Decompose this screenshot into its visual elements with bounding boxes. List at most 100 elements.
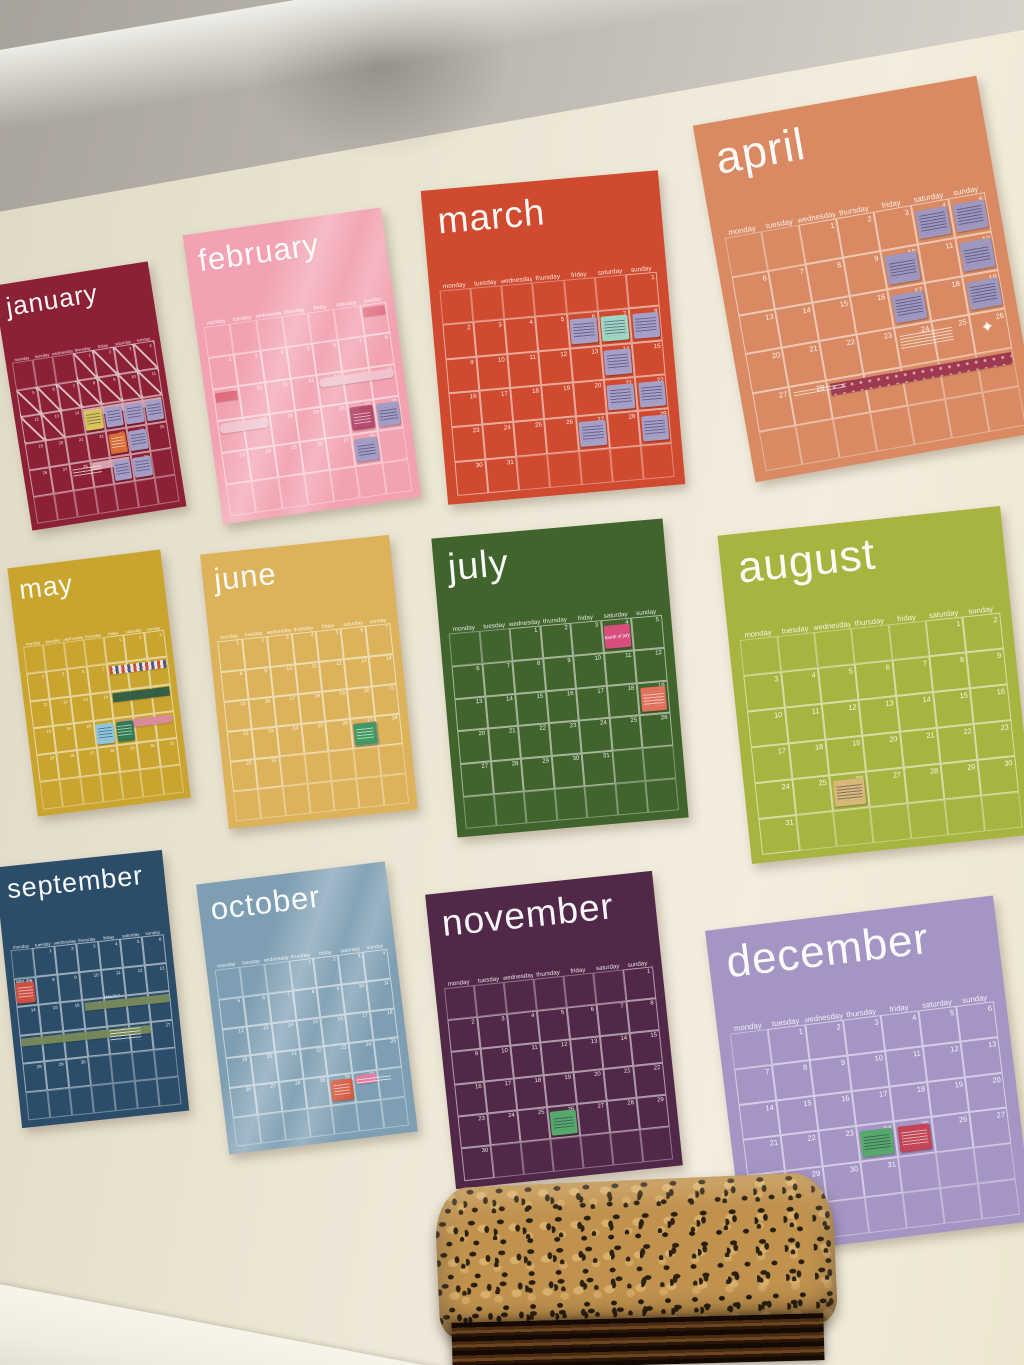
day-number: 2 (992, 614, 998, 625)
day-number: 29 (58, 1061, 64, 1068)
day-cell: 18 (513, 1075, 548, 1111)
day-number: 24 (599, 720, 608, 727)
day-number: 12 (238, 1028, 245, 1035)
day-cell: 19 (825, 735, 867, 776)
sticky-note (631, 311, 661, 339)
day-cell (263, 961, 293, 994)
day-cell: 20 (249, 1052, 279, 1085)
calendar-grid: monday tuesday wednesday thursday friday satu… (216, 611, 410, 822)
day-cell: 11 (784, 703, 826, 744)
day-number: 30 (80, 1059, 86, 1065)
day-number: 8 (92, 379, 96, 385)
day-cell: 24 (349, 1040, 378, 1073)
day-number: 30 (849, 1164, 859, 1175)
day-number: 30 (475, 461, 483, 469)
day-number: 7 (620, 1003, 625, 1011)
day-cell (156, 1076, 182, 1107)
day-number: 4 (529, 319, 534, 327)
day-number: 26 (994, 311, 1005, 322)
day-cell: 25 (373, 1037, 403, 1070)
handwritten-scribble (962, 243, 992, 266)
day-cell (580, 1133, 614, 1169)
day-cell: 4 (507, 1010, 541, 1047)
day-cell: 1 (509, 625, 543, 661)
sticky-note (640, 414, 670, 442)
day-number: 10 (256, 385, 263, 392)
day-cell: 24 (275, 723, 304, 757)
sticky-note (965, 276, 1003, 311)
day-number: 24 (365, 1042, 372, 1049)
day-number: 1 (118, 637, 122, 643)
handwritten-scribble (110, 436, 127, 451)
day-cell: 4 (880, 1010, 923, 1051)
day-cell: 17 (751, 743, 793, 783)
day-number: 20 (338, 405, 346, 413)
day-number: 16 (840, 1093, 850, 1104)
day-cell: 30 (453, 459, 489, 497)
day-cell: 15 (223, 699, 252, 732)
day-cell: 25 (609, 715, 643, 751)
day-cell (463, 793, 497, 830)
day-number: 9 (73, 974, 77, 980)
day-number: 10 (358, 983, 365, 990)
day-cell (814, 628, 855, 668)
day-number: 16 (996, 686, 1006, 697)
day-cell: 1 (622, 966, 657, 1002)
month-title: may (17, 568, 75, 605)
handwritten-scribble (895, 295, 924, 318)
sticky-note (637, 380, 667, 408)
day-cell (490, 1142, 524, 1178)
day-number: 29 (542, 758, 550, 765)
day-cell: 12 (922, 1041, 966, 1082)
day-number: 1 (236, 641, 240, 647)
calendar-grid: monday tuesday wednesday thursday friday satu… (202, 288, 413, 517)
day-number: 7 (286, 992, 291, 999)
day-cell: 6 (141, 934, 167, 965)
day-cell: 20 (965, 1072, 1008, 1113)
day-cell: 26 (228, 1084, 258, 1118)
day-number: 20 (991, 1074, 1002, 1085)
day-cell (944, 795, 986, 836)
handwritten-scribble (114, 462, 131, 477)
day-cell: 9 (244, 666, 273, 700)
sticky-note (112, 458, 133, 481)
day-cell (448, 630, 483, 667)
day-number: 10 (501, 1048, 509, 1056)
day-cell (888, 620, 930, 660)
day-cell (516, 453, 551, 491)
day-number: 22 (242, 731, 249, 737)
day-cell: 20 (573, 1068, 607, 1105)
day-cell: 10 (79, 969, 105, 1001)
handwritten-scribble (918, 211, 948, 234)
day-number: 18 (950, 278, 961, 290)
day-number: 2 (866, 214, 873, 224)
day-number: 27 (778, 389, 788, 400)
day-cell (160, 765, 184, 795)
day-number: 12 (847, 701, 857, 712)
day-cell (439, 287, 474, 325)
sticky-note (108, 432, 129, 455)
month-title: february (195, 226, 322, 278)
day-cell (610, 1129, 644, 1166)
day-cell: 21 (899, 727, 941, 768)
day-number: 20 (771, 350, 782, 361)
month-title: december (723, 913, 932, 988)
day-cell: 23 (973, 719, 1015, 760)
day-cell: 3 (143, 629, 168, 660)
day-cell: 26 (325, 718, 354, 752)
day-number: 10 (93, 971, 99, 978)
day-cell (353, 745, 382, 779)
day-number: 26 (565, 418, 574, 427)
day-number: 20 (363, 688, 370, 694)
day-cell: 14 (485, 693, 519, 729)
day-cell: 6 (341, 626, 370, 659)
day-cell: 30 (66, 1057, 92, 1088)
day-cell: 9 (542, 655, 577, 691)
day-cell (612, 748, 646, 784)
day-number: 24 (264, 448, 272, 455)
sticky-note (103, 405, 125, 428)
day-cell (795, 810, 837, 851)
day-number: 4 (149, 343, 153, 349)
day-cell: 15 (629, 1030, 663, 1066)
day-cell: 24 (754, 779, 796, 819)
